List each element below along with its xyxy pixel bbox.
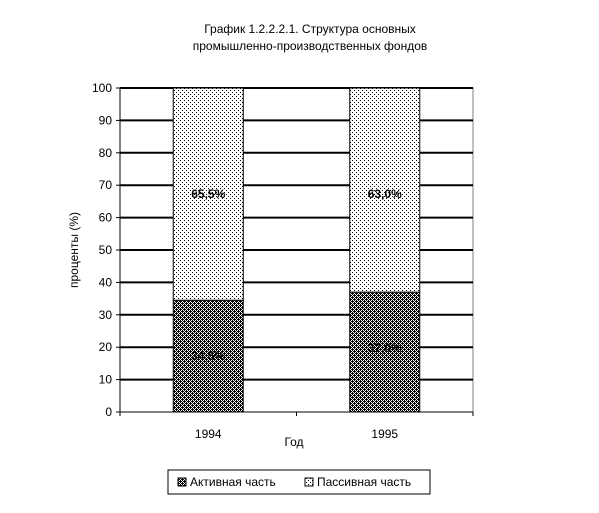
- y-tick-label: 70: [99, 178, 113, 192]
- y-tick-label: 90: [99, 113, 113, 127]
- bars: [172, 87, 421, 413]
- y-tick-label: 50: [99, 243, 113, 257]
- y-tick-label: 20: [99, 340, 113, 354]
- data-label-passive-1994: 65,5%: [191, 187, 225, 201]
- legend-box: [167, 469, 431, 495]
- x-tick-label: 1995: [371, 427, 398, 441]
- data-labels: 34,5% 65,5% 37,0% 63,0%: [191, 187, 402, 363]
- legend-label-passive: Пассивная часть: [317, 475, 411, 489]
- bar-active-1995: [349, 291, 421, 413]
- chart-title-line-2: промышленно-производственных фондов: [193, 39, 428, 53]
- y-tick-label: 10: [99, 373, 113, 387]
- bar-passive-1995: [349, 87, 421, 293]
- axes: 0 10 20 30 40 50 60 70 80 90 100 1994 1995: [92, 81, 474, 441]
- data-label-active-1995: 37,0%: [368, 341, 402, 355]
- y-axis-label: проценты (%): [67, 212, 81, 288]
- bar-active-1994: [172, 299, 244, 413]
- legend-swatch-passive: [304, 477, 314, 487]
- data-label-passive-1995: 63,0%: [368, 187, 402, 201]
- y-tick-label: 30: [99, 308, 113, 322]
- legend: Активная часть Пассивная часть: [167, 469, 431, 495]
- bar-passive-1994: [172, 87, 244, 301]
- x-tick-label: 1994: [195, 427, 222, 441]
- data-label-active-1994: 34,5%: [191, 349, 225, 363]
- y-tick-label: 60: [99, 211, 113, 225]
- legend-label-active: Активная часть: [190, 475, 276, 489]
- x-axis-label: Год: [284, 435, 303, 449]
- chart-title-line-1: График 1.2.2.2.1. Структура основных: [204, 22, 416, 36]
- y-tick-label: 0: [105, 405, 112, 419]
- y-tick-label: 100: [92, 81, 112, 95]
- y-tick-label: 40: [99, 275, 113, 289]
- legend-swatch-active: [177, 477, 187, 487]
- y-tick-label: 80: [99, 146, 113, 160]
